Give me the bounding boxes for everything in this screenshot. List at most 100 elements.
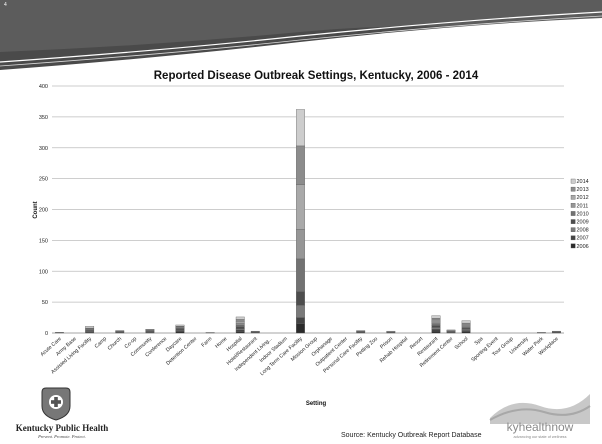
bar-segment	[461, 330, 471, 332]
bar-segment	[296, 109, 305, 147]
y-axis-title: Count	[33, 201, 39, 218]
bar-segment	[145, 329, 155, 331]
y-tick-label: 150	[39, 238, 48, 244]
bar-segment	[461, 320, 471, 324]
bar-segment	[446, 329, 456, 331]
bar-segment	[431, 325, 441, 328]
legend-swatch	[570, 243, 576, 249]
bar-segment	[461, 327, 471, 330]
legend-label: 2010	[577, 211, 589, 217]
logo-right-name: kyhealthnow	[507, 420, 574, 434]
bar-segment	[235, 319, 245, 322]
bar-segment	[175, 331, 185, 334]
legend-swatch	[570, 186, 576, 192]
source-text: Source: Kentucky Outbreak Report Databas…	[341, 432, 482, 439]
x-tick-label: Farm	[200, 336, 213, 349]
legend-swatch	[570, 211, 576, 216]
bar-segment	[296, 317, 305, 324]
bar-segment	[55, 332, 64, 334]
bar-segment	[296, 184, 305, 230]
bar-segment	[461, 329, 471, 331]
bar-segment	[431, 327, 441, 330]
bar-segment	[235, 331, 245, 334]
x-axis-title: Setting	[306, 401, 327, 407]
y-tick-label: 50	[42, 300, 48, 306]
bar-segment	[296, 229, 305, 260]
bar-segment	[296, 323, 305, 334]
legend-swatch	[570, 203, 576, 208]
bar-segment	[431, 329, 441, 332]
y-gridlines	[52, 85, 564, 334]
legend-label: 2007	[577, 236, 589, 242]
bar-segment	[296, 291, 305, 306]
bar-segment	[461, 324, 471, 326]
kyhealthnow-logo: kyhealthnow advancing our state of welln…	[489, 394, 591, 439]
legend-label: 2012	[577, 195, 589, 201]
bar-segment	[250, 330, 260, 332]
legend-label: 2006	[577, 244, 589, 250]
legend-label: 2014	[577, 179, 589, 185]
y-tick-label: 0	[45, 331, 48, 337]
bar-segment	[175, 328, 185, 331]
y-tick-label: 100	[39, 269, 48, 275]
legend-label: 2011	[577, 203, 589, 209]
legend: 2014 2013 2012 2011 2010 2009 2008 2007 2006	[570, 178, 589, 250]
legend-label: 2013	[577, 187, 589, 193]
logo-left-tagline: Prevent. Promote. Protect.	[37, 434, 86, 439]
legend-swatch	[570, 219, 576, 224]
bar-segment	[235, 316, 245, 320]
bar-segment	[235, 329, 245, 332]
bar-segment	[356, 330, 366, 332]
bar-segment	[235, 326, 245, 329]
bar-segment	[461, 326, 471, 329]
header-banner	[0, 0, 602, 70]
bar-segment	[552, 330, 561, 332]
bar-segment	[461, 331, 471, 334]
logo-left-name: Kentucky Public Health	[16, 423, 109, 433]
y-tick-label: 300	[39, 146, 48, 152]
stacked-bars	[55, 109, 561, 334]
legend-swatch	[570, 227, 576, 232]
legend-swatch	[570, 195, 576, 200]
x-tick-label: School	[454, 336, 470, 351]
bar-segment	[175, 330, 185, 332]
bar-segment	[175, 324, 185, 327]
logo-right-tagline: advancing our state of wellness	[514, 435, 567, 439]
bar-segment	[461, 325, 471, 327]
chart-title: Reported Disease Outbreak Settings, Kent…	[154, 70, 479, 82]
bar-segment	[235, 324, 245, 328]
bar-segment	[205, 332, 215, 334]
y-tick-label: 350	[39, 115, 48, 121]
bar-segment	[235, 328, 245, 331]
y-tick-label: 200	[39, 208, 48, 214]
bar-segment	[235, 321, 245, 324]
bar-segment	[296, 305, 305, 318]
kentucky-public-health-logo: Kentucky Public Health Prevent. Promote.…	[16, 387, 109, 439]
bar-segment	[296, 145, 305, 185]
bar-segment	[431, 323, 441, 326]
legend-label: 2008	[577, 228, 589, 234]
legend-swatch	[570, 235, 576, 241]
legend-swatch	[570, 178, 576, 184]
bar-segment	[537, 332, 546, 334]
bar-segment	[431, 330, 441, 334]
bar-segment	[386, 330, 396, 332]
x-tick-label: Church	[107, 336, 124, 352]
bar-segment	[431, 315, 441, 319]
slide-number: 4	[4, 2, 7, 8]
bar-segment	[115, 330, 125, 332]
y-tick-label: 400	[39, 84, 48, 90]
bar-segment	[431, 319, 441, 323]
bar-segment	[296, 258, 305, 292]
bar-segment	[85, 326, 95, 329]
bar-segment	[431, 321, 441, 324]
legend-label: 2009	[577, 220, 589, 226]
y-tick-label: 250	[39, 177, 48, 183]
bar-segment	[431, 318, 441, 321]
y-tick-labels: 0 50 100 150 200 250 300 350 400	[39, 84, 48, 337]
bar-segment	[461, 322, 471, 325]
x-tick-label: Spa	[474, 336, 485, 347]
